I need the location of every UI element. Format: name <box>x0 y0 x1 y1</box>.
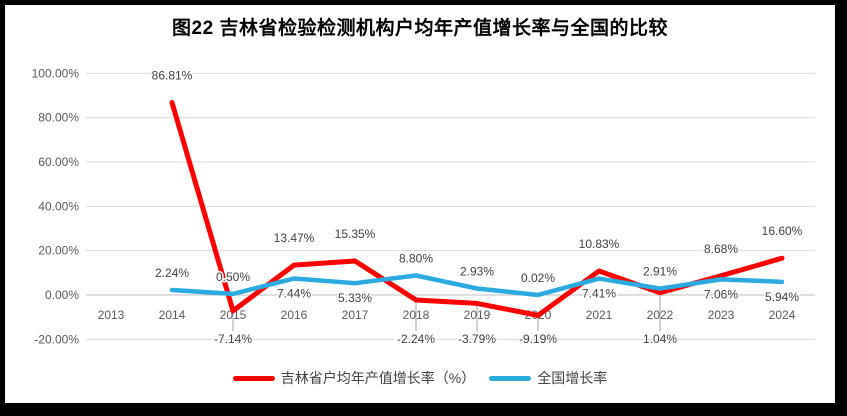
y-axis-tick-label: 20.00% <box>38 244 79 258</box>
y-axis-tick-label: 40.00% <box>38 199 79 213</box>
y-axis-tick-label: 100.00% <box>32 66 80 80</box>
data-label: 5.33% <box>338 291 372 305</box>
data-label: 5.94% <box>765 290 799 304</box>
data-label: 0.50% <box>216 270 250 284</box>
y-axis-tick-label: 80.00% <box>38 111 79 125</box>
series-line-national <box>169 273 785 298</box>
legend-line-swatch-red <box>232 375 275 381</box>
x-axis-category-label: 2021 <box>586 308 613 322</box>
data-label: 2.93% <box>460 265 494 279</box>
y-axis-tick-label: 0.00% <box>45 288 79 302</box>
data-label: 0.02% <box>521 271 555 285</box>
legend-item-national: 全国增长率 <box>489 368 607 388</box>
legend-label-jilin: 吉林省户均年产值增长率（%） <box>280 370 476 386</box>
line-chart-plot: 100.00% 80.00% 60.00% 40.00% 20.00% 0.00% -20.… <box>32 66 815 348</box>
data-label: 2.91% <box>643 265 677 279</box>
data-label: -7.14% <box>214 332 252 346</box>
data-label: 7.41% <box>582 287 616 301</box>
data-label: 1.04% <box>643 332 677 346</box>
data-label: 15.35% <box>335 227 376 241</box>
x-axis-category-label: 2016 <box>281 308 308 322</box>
x-axis-category-label: 2024 <box>769 308 796 322</box>
legend-item-jilin: 吉林省户均年产值增长率（%） <box>232 368 476 388</box>
data-label: 8.80% <box>399 251 433 265</box>
chart-canvas: 图22 吉林省检验检测机构户均年产值增长率与全国的比较 100.00% 80.00… <box>5 5 835 403</box>
data-label: -3.79% <box>458 332 496 346</box>
x-axis-category-label: 2013 <box>98 308 125 322</box>
data-label: 8.68% <box>704 242 738 256</box>
data-label: 16.60% <box>762 224 803 238</box>
data-label: 7.06% <box>704 287 738 301</box>
data-label: 7.44% <box>277 287 311 301</box>
y-axis-tick-label: 60.00% <box>38 155 79 169</box>
legend-label-national: 全国增长率 <box>537 370 608 386</box>
data-label: 13.47% <box>274 231 315 245</box>
x-axis-category-label: 2014 <box>159 308 186 322</box>
x-axis-category-label: 2023 <box>708 308 735 322</box>
data-label: 2.24% <box>155 266 189 280</box>
data-label: -2.24% <box>397 332 435 346</box>
data-label: 10.83% <box>579 237 620 251</box>
x-axis-category-label: 2017 <box>342 308 369 322</box>
legend-line-swatch-blue <box>489 375 532 381</box>
chart-title: 图22 吉林省检验检测机构户均年产值增长率与全国的比较 <box>172 18 668 39</box>
data-label: -9.19% <box>519 332 557 346</box>
chart-legend: 吉林省户均年产值增长率（%） 全国增长率 <box>5 362 835 394</box>
data-label: 86.81% <box>152 69 193 83</box>
y-axis-tick-label: -20.00% <box>34 332 79 346</box>
